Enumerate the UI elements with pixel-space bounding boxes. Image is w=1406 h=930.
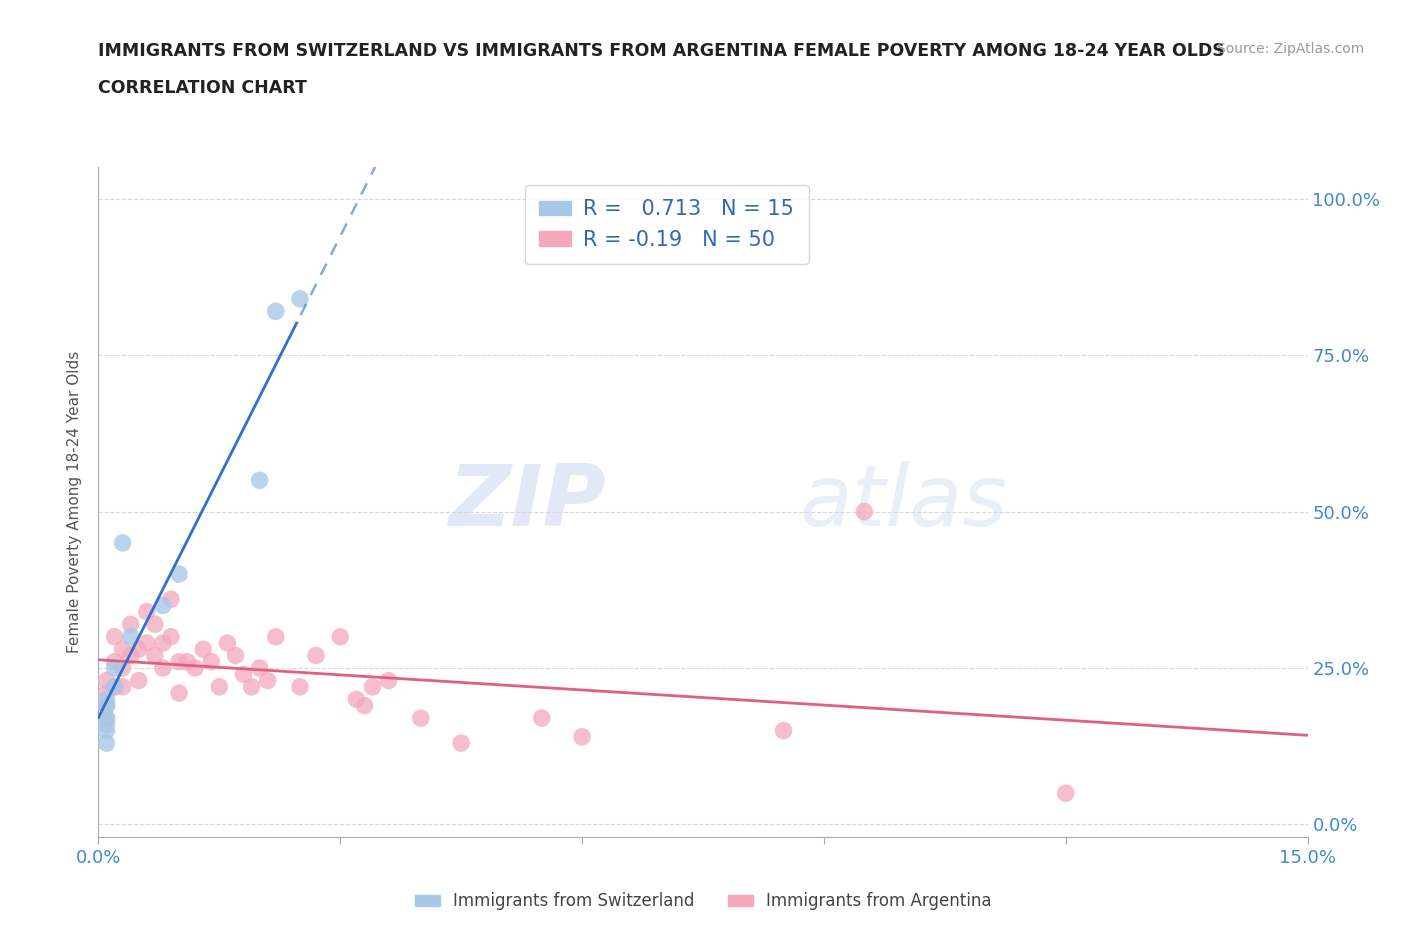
- Point: [193, 642, 215, 657]
- Point: [160, 591, 183, 606]
- Point: [772, 724, 794, 738]
- Point: [135, 635, 157, 650]
- Point: [353, 698, 375, 713]
- Point: [167, 655, 190, 670]
- Point: [103, 680, 125, 695]
- Point: [409, 711, 432, 725]
- Point: [329, 630, 352, 644]
- Point: [344, 692, 367, 707]
- Point: [96, 711, 118, 725]
- Text: ZIP: ZIP: [449, 460, 606, 544]
- Point: [249, 660, 271, 675]
- Point: [232, 667, 254, 682]
- Point: [111, 642, 134, 657]
- Point: [1054, 786, 1077, 801]
- Point: [288, 291, 311, 306]
- Point: [135, 604, 157, 619]
- Legend: R =   0.713   N = 15, R = -0.19   N = 50: R = 0.713 N = 15, R = -0.19 N = 50: [524, 184, 808, 264]
- Point: [96, 673, 118, 688]
- Text: atlas: atlas: [800, 460, 1008, 544]
- Point: [111, 536, 134, 551]
- Point: [288, 680, 311, 695]
- Point: [120, 617, 142, 631]
- Point: [176, 655, 198, 670]
- Point: [224, 648, 246, 663]
- Point: [160, 630, 183, 644]
- Point: [143, 648, 166, 663]
- Point: [128, 642, 150, 657]
- Point: [853, 504, 876, 519]
- Point: [96, 724, 118, 738]
- Point: [152, 660, 174, 675]
- Legend: Immigrants from Switzerland, Immigrants from Argentina: Immigrants from Switzerland, Immigrants …: [408, 885, 998, 917]
- Point: [103, 660, 125, 675]
- Point: [377, 673, 399, 688]
- Point: [152, 598, 174, 613]
- Point: [103, 655, 125, 670]
- Point: [96, 736, 118, 751]
- Point: [96, 717, 118, 732]
- Point: [450, 736, 472, 751]
- Y-axis label: Female Poverty Among 18-24 Year Olds: Female Poverty Among 18-24 Year Olds: [67, 352, 83, 654]
- Point: [128, 673, 150, 688]
- Point: [530, 711, 553, 725]
- Point: [256, 673, 278, 688]
- Text: Source: ZipAtlas.com: Source: ZipAtlas.com: [1216, 42, 1364, 56]
- Point: [305, 648, 328, 663]
- Point: [96, 692, 118, 707]
- Point: [217, 635, 239, 650]
- Point: [103, 680, 125, 695]
- Point: [264, 630, 287, 644]
- Point: [111, 680, 134, 695]
- Point: [167, 685, 190, 700]
- Point: [361, 680, 384, 695]
- Point: [103, 630, 125, 644]
- Point: [120, 648, 142, 663]
- Point: [240, 680, 263, 695]
- Point: [208, 680, 231, 695]
- Text: IMMIGRANTS FROM SWITZERLAND VS IMMIGRANTS FROM ARGENTINA FEMALE POVERTY AMONG 18: IMMIGRANTS FROM SWITZERLAND VS IMMIGRANT…: [98, 42, 1225, 60]
- Point: [264, 304, 287, 319]
- Point: [152, 635, 174, 650]
- Point: [184, 660, 207, 675]
- Point: [143, 617, 166, 631]
- Point: [111, 660, 134, 675]
- Point: [200, 655, 222, 670]
- Point: [571, 729, 593, 744]
- Point: [96, 698, 118, 713]
- Point: [249, 472, 271, 487]
- Text: CORRELATION CHART: CORRELATION CHART: [98, 79, 308, 97]
- Point: [96, 698, 118, 713]
- Point: [96, 685, 118, 700]
- Point: [120, 630, 142, 644]
- Point: [167, 566, 190, 581]
- Point: [96, 711, 118, 725]
